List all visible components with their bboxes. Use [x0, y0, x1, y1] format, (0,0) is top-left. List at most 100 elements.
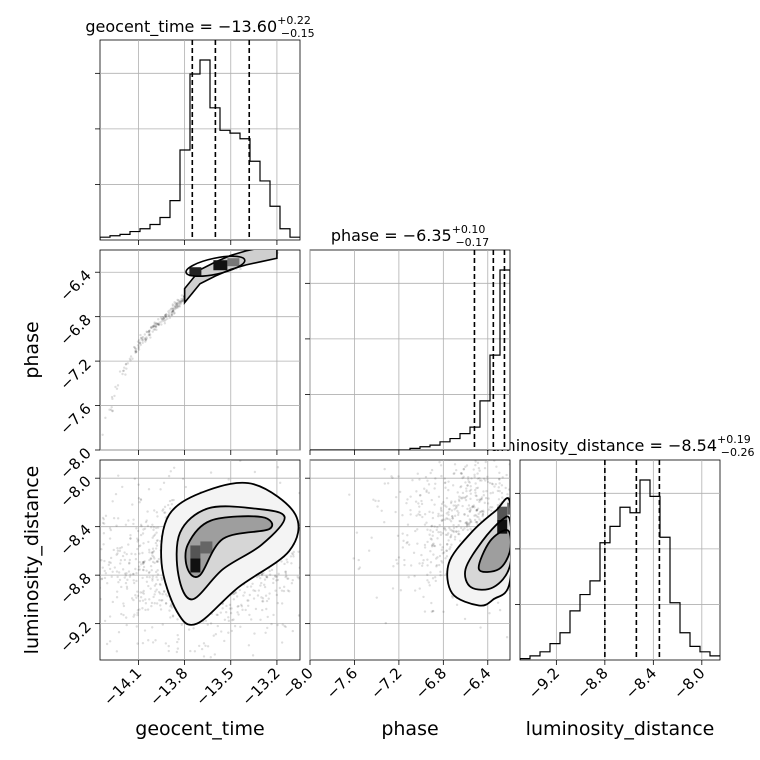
- sample-point: [424, 475, 428, 479]
- sample-point: [249, 585, 253, 588]
- sample-point: [134, 350, 138, 353]
- sample-point: [172, 309, 175, 312]
- sample-point: [430, 601, 433, 605]
- sample-point: [426, 540, 429, 544]
- sample-point: [115, 570, 119, 573]
- sample-point: [486, 502, 490, 505]
- sample-point: [512, 545, 514, 547]
- density-cell: [213, 260, 228, 271]
- sample-point: [459, 496, 463, 499]
- sample-point: [352, 557, 355, 560]
- sample-point: [461, 504, 464, 508]
- sample-point: [435, 564, 439, 567]
- sample-point: [482, 509, 485, 513]
- sample-point: [135, 348, 138, 351]
- sample-point: [91, 436, 93, 438]
- sample-point: [171, 309, 175, 313]
- sample-point: [473, 473, 476, 477]
- sample-point: [456, 491, 459, 494]
- sample-point: [467, 480, 470, 483]
- sample-point: [289, 555, 293, 558]
- sample-point: [470, 520, 473, 524]
- sample-point: [409, 495, 412, 498]
- sample-point: [473, 506, 476, 509]
- sample-point: [481, 513, 485, 516]
- sample-point: [115, 590, 119, 593]
- sample-point: [148, 333, 151, 337]
- sample-point: [458, 495, 461, 498]
- sample-point: [458, 499, 461, 503]
- histogram: [520, 460, 720, 660]
- sample-point: [380, 509, 383, 512]
- sample-point: [133, 346, 137, 349]
- sample-point: [451, 515, 454, 518]
- sample-point: [156, 573, 160, 576]
- sample-point: [149, 557, 152, 560]
- sample-point: [221, 607, 224, 610]
- sample-point: [475, 494, 478, 498]
- sample-point: [174, 302, 177, 305]
- sample-point: [175, 650, 179, 654]
- sample-point: [181, 299, 185, 302]
- sample-point: [268, 573, 272, 576]
- sample-point: [475, 520, 479, 524]
- sample-point: [496, 503, 500, 507]
- sample-point: [440, 519, 443, 522]
- sample-point: [440, 548, 443, 552]
- sample-point: [453, 452, 455, 454]
- sample-point: [429, 571, 432, 574]
- sample-point: [496, 456, 498, 458]
- sample-point: [124, 616, 128, 619]
- sample-point: [468, 522, 471, 525]
- sample-point: [511, 560, 513, 562]
- sample-point: [136, 594, 140, 598]
- sample-point: [112, 516, 116, 520]
- sample-point: [227, 631, 230, 634]
- sample-point: [401, 514, 404, 517]
- sample-point: [181, 477, 185, 481]
- sample-point: [204, 644, 207, 647]
- sample-point: [467, 522, 470, 525]
- sample-point: [396, 562, 399, 565]
- sample-point: [132, 518, 135, 521]
- sample-point: [96, 552, 98, 554]
- sample-point: [514, 536, 516, 538]
- sample-point: [162, 319, 165, 322]
- sample-point: [533, 456, 535, 458]
- sample-point: [449, 536, 452, 539]
- sample-point: [136, 340, 140, 343]
- xlabel-phase: phase: [381, 718, 438, 740]
- sample-point: [466, 484, 469, 487]
- sample-point: [240, 603, 243, 607]
- sample-point: [482, 510, 485, 514]
- sample-point: [167, 503, 170, 507]
- sample-point: [129, 533, 132, 537]
- sample-point: [302, 563, 304, 565]
- sample-point: [90, 596, 92, 598]
- sample-point: [103, 576, 107, 580]
- sample-point: [515, 509, 517, 511]
- sample-point: [168, 311, 171, 315]
- sample-point: [511, 567, 513, 569]
- density-contour: [464, 515, 510, 591]
- sample-point: [111, 397, 114, 401]
- sample-point: [181, 299, 184, 302]
- sample-point: [101, 516, 105, 520]
- sample-point: [436, 526, 439, 529]
- sample-point: [180, 301, 183, 304]
- sample-point: [100, 547, 103, 551]
- sample-point: [149, 587, 152, 590]
- sample-point: [469, 492, 472, 495]
- sample-point: [458, 519, 461, 523]
- sample-point: [141, 607, 144, 610]
- sample-point: [151, 579, 154, 582]
- sample-point: [498, 478, 501, 481]
- sample-point: [480, 479, 483, 482]
- sample-point: [95, 494, 97, 496]
- sample-point: [274, 589, 277, 592]
- sample-point: [441, 546, 444, 549]
- sample-point: [143, 337, 147, 340]
- sample-point: [383, 482, 387, 485]
- sample-point: [151, 325, 154, 328]
